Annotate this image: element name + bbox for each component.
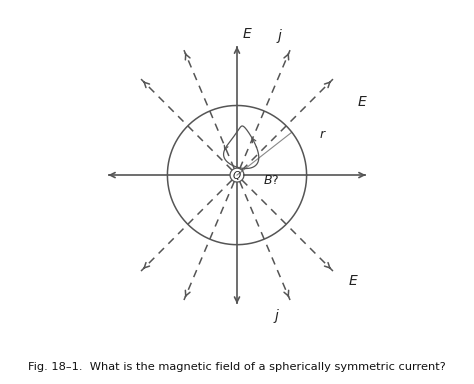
Text: Fig. 18–1.  What is the magnetic field of a spherically symmetric current?: Fig. 18–1. What is the magnetic field of… — [28, 362, 446, 372]
Text: $E$: $E$ — [357, 95, 367, 109]
Text: $E$: $E$ — [242, 27, 253, 41]
Text: $B?$: $B?$ — [264, 174, 280, 187]
Text: $Q$: $Q$ — [232, 169, 242, 182]
Text: $r$: $r$ — [319, 128, 327, 141]
Text: $j$: $j$ — [276, 27, 283, 45]
Text: $j$: $j$ — [273, 307, 281, 325]
Text: $E$: $E$ — [348, 274, 359, 288]
